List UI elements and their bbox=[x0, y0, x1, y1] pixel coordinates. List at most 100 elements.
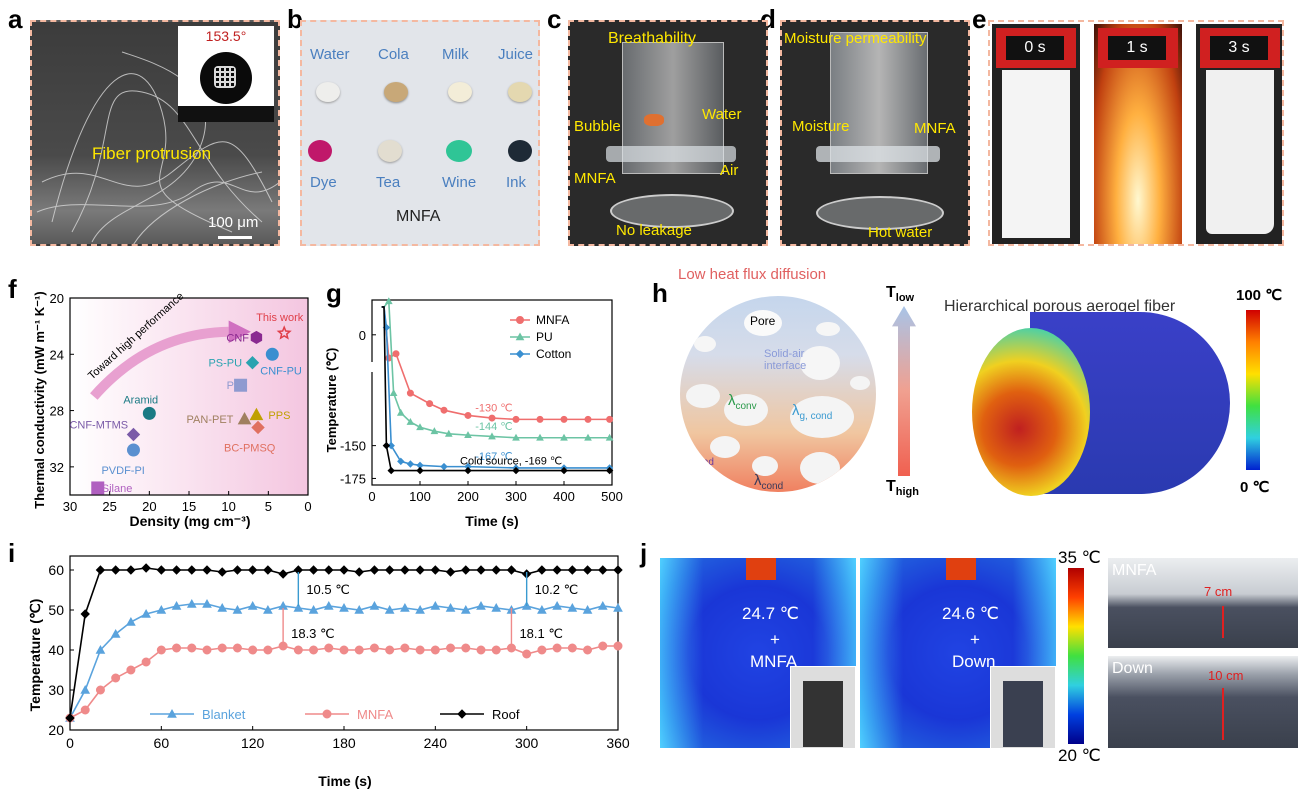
time-3s: 3 s bbox=[1210, 36, 1268, 60]
i-point bbox=[598, 641, 608, 651]
f-point-label: PI bbox=[227, 380, 237, 392]
moisture-photo: Moisture permeability Moisture MNFA Hot … bbox=[780, 20, 970, 246]
pore-label: Pore bbox=[750, 314, 776, 328]
g-point bbox=[605, 466, 614, 475]
i-point bbox=[80, 609, 90, 619]
t-high-label: Thigh bbox=[886, 478, 919, 499]
time-0s: 0 s bbox=[1006, 36, 1064, 60]
i-point bbox=[491, 602, 502, 612]
drop-wine bbox=[446, 140, 472, 162]
g-point bbox=[606, 415, 614, 423]
i-point bbox=[552, 600, 562, 610]
i-point bbox=[537, 645, 547, 655]
f-point-silane bbox=[91, 481, 105, 495]
i-point bbox=[400, 602, 410, 612]
f-point-cnf-pu bbox=[265, 347, 279, 361]
temperature-gradient-arrow bbox=[892, 306, 916, 476]
low-heat-flux: Low heat flux diffusion bbox=[678, 266, 827, 283]
chart-f: 30 25 20 15 10 5 0 20 24 28 32 This work CNF PS-PU CNF… bbox=[32, 290, 312, 529]
i-xtick-label: 0 bbox=[66, 735, 74, 751]
g-point bbox=[396, 408, 405, 416]
fiber-scale-max: 100 ℃ bbox=[1236, 287, 1283, 304]
i-legend-marker bbox=[457, 709, 467, 719]
contact-angle-inset: 153.5° bbox=[178, 26, 274, 122]
f-xtick-label: 5 bbox=[265, 499, 272, 514]
i-point bbox=[354, 567, 364, 577]
g-cold-source-label: Cold source, -169 ℃ bbox=[460, 456, 562, 468]
fiber-end-face bbox=[972, 328, 1090, 496]
f-point-pan-pet bbox=[237, 411, 252, 425]
g-legend-label: Cotton bbox=[536, 347, 571, 361]
i-point bbox=[141, 563, 151, 573]
droplet-photo: Water Cola Milk Juice Dye Tea Wine Ink M… bbox=[300, 20, 540, 246]
g-point bbox=[406, 417, 415, 425]
f-point-label: PPS bbox=[268, 410, 290, 422]
i-point bbox=[80, 684, 91, 694]
i-point bbox=[476, 600, 486, 610]
f-point-label: This work bbox=[256, 312, 304, 324]
g-point bbox=[560, 415, 568, 423]
i-point bbox=[187, 643, 197, 653]
i-point bbox=[522, 649, 532, 659]
f-ytick-label: 20 bbox=[50, 291, 64, 306]
i-point bbox=[476, 645, 486, 655]
thermal-scale-min: 20 ℃ bbox=[1058, 746, 1101, 765]
right-plus: + bbox=[970, 630, 980, 649]
f-xtick-label: 30 bbox=[63, 499, 77, 514]
g-point bbox=[440, 406, 448, 414]
i-point bbox=[460, 604, 471, 614]
i-point bbox=[506, 565, 517, 575]
frame-0s: 0 s bbox=[992, 24, 1080, 244]
drop-cola bbox=[384, 82, 408, 102]
liquid-ink: Ink bbox=[506, 174, 527, 191]
i-annotation: 10.2 ℃ bbox=[535, 582, 579, 597]
f-performance-arrow bbox=[90, 326, 229, 400]
photo-down-height: 10 cm bbox=[1208, 668, 1244, 683]
g-point bbox=[426, 400, 434, 408]
f-xtick-label: 10 bbox=[221, 499, 235, 514]
air-label: Air bbox=[720, 162, 739, 179]
i-annotation: 10.5 ℃ bbox=[306, 582, 350, 597]
fish-toy bbox=[644, 114, 664, 126]
cond-label: λcond bbox=[754, 472, 784, 492]
i-point bbox=[552, 565, 562, 575]
i-point bbox=[369, 600, 380, 610]
flame-test-photo: 0 s 1 s 3 s bbox=[988, 20, 1284, 246]
i-point bbox=[385, 645, 395, 655]
f-point-label: PAN-PET bbox=[187, 414, 234, 426]
i-point bbox=[354, 645, 364, 655]
no-leakage-label: No leakage bbox=[616, 222, 692, 239]
i-point bbox=[186, 598, 197, 608]
i-point bbox=[491, 645, 501, 655]
f-point-label: CNF-PU bbox=[260, 365, 302, 377]
i-point bbox=[461, 565, 471, 575]
i-point bbox=[247, 600, 258, 610]
i-point bbox=[445, 602, 456, 612]
i-legend-label: MNFA bbox=[357, 707, 393, 722]
g-xtick-label: 0 bbox=[368, 489, 375, 504]
g-point bbox=[444, 429, 453, 437]
g-point bbox=[512, 433, 520, 441]
height-bar-down bbox=[1222, 688, 1224, 740]
g-point bbox=[389, 389, 398, 397]
i-point bbox=[339, 645, 349, 655]
i-point bbox=[95, 685, 105, 695]
right-temp: 24.6 ℃ bbox=[942, 604, 999, 623]
i-point bbox=[171, 600, 182, 610]
g-series-2 bbox=[381, 306, 610, 469]
g-point bbox=[488, 414, 496, 422]
drop-milk bbox=[448, 82, 472, 102]
g-point bbox=[387, 466, 395, 475]
moisture-title: Moisture permeability bbox=[784, 30, 927, 47]
g-point bbox=[397, 457, 405, 466]
i-point bbox=[597, 600, 608, 610]
g-series-3 bbox=[381, 306, 610, 472]
i-point bbox=[323, 600, 334, 610]
fiber-title: Hierarchical porous aerogel fiber bbox=[944, 298, 1176, 315]
f-point-label: PVDF-PI bbox=[101, 465, 144, 477]
f-point-bc-pmsq bbox=[251, 420, 265, 435]
right-inset bbox=[990, 666, 1056, 748]
i-xtick-label: 120 bbox=[241, 735, 265, 751]
f-point-cnf-mtms bbox=[126, 427, 141, 442]
i-point bbox=[293, 602, 304, 612]
